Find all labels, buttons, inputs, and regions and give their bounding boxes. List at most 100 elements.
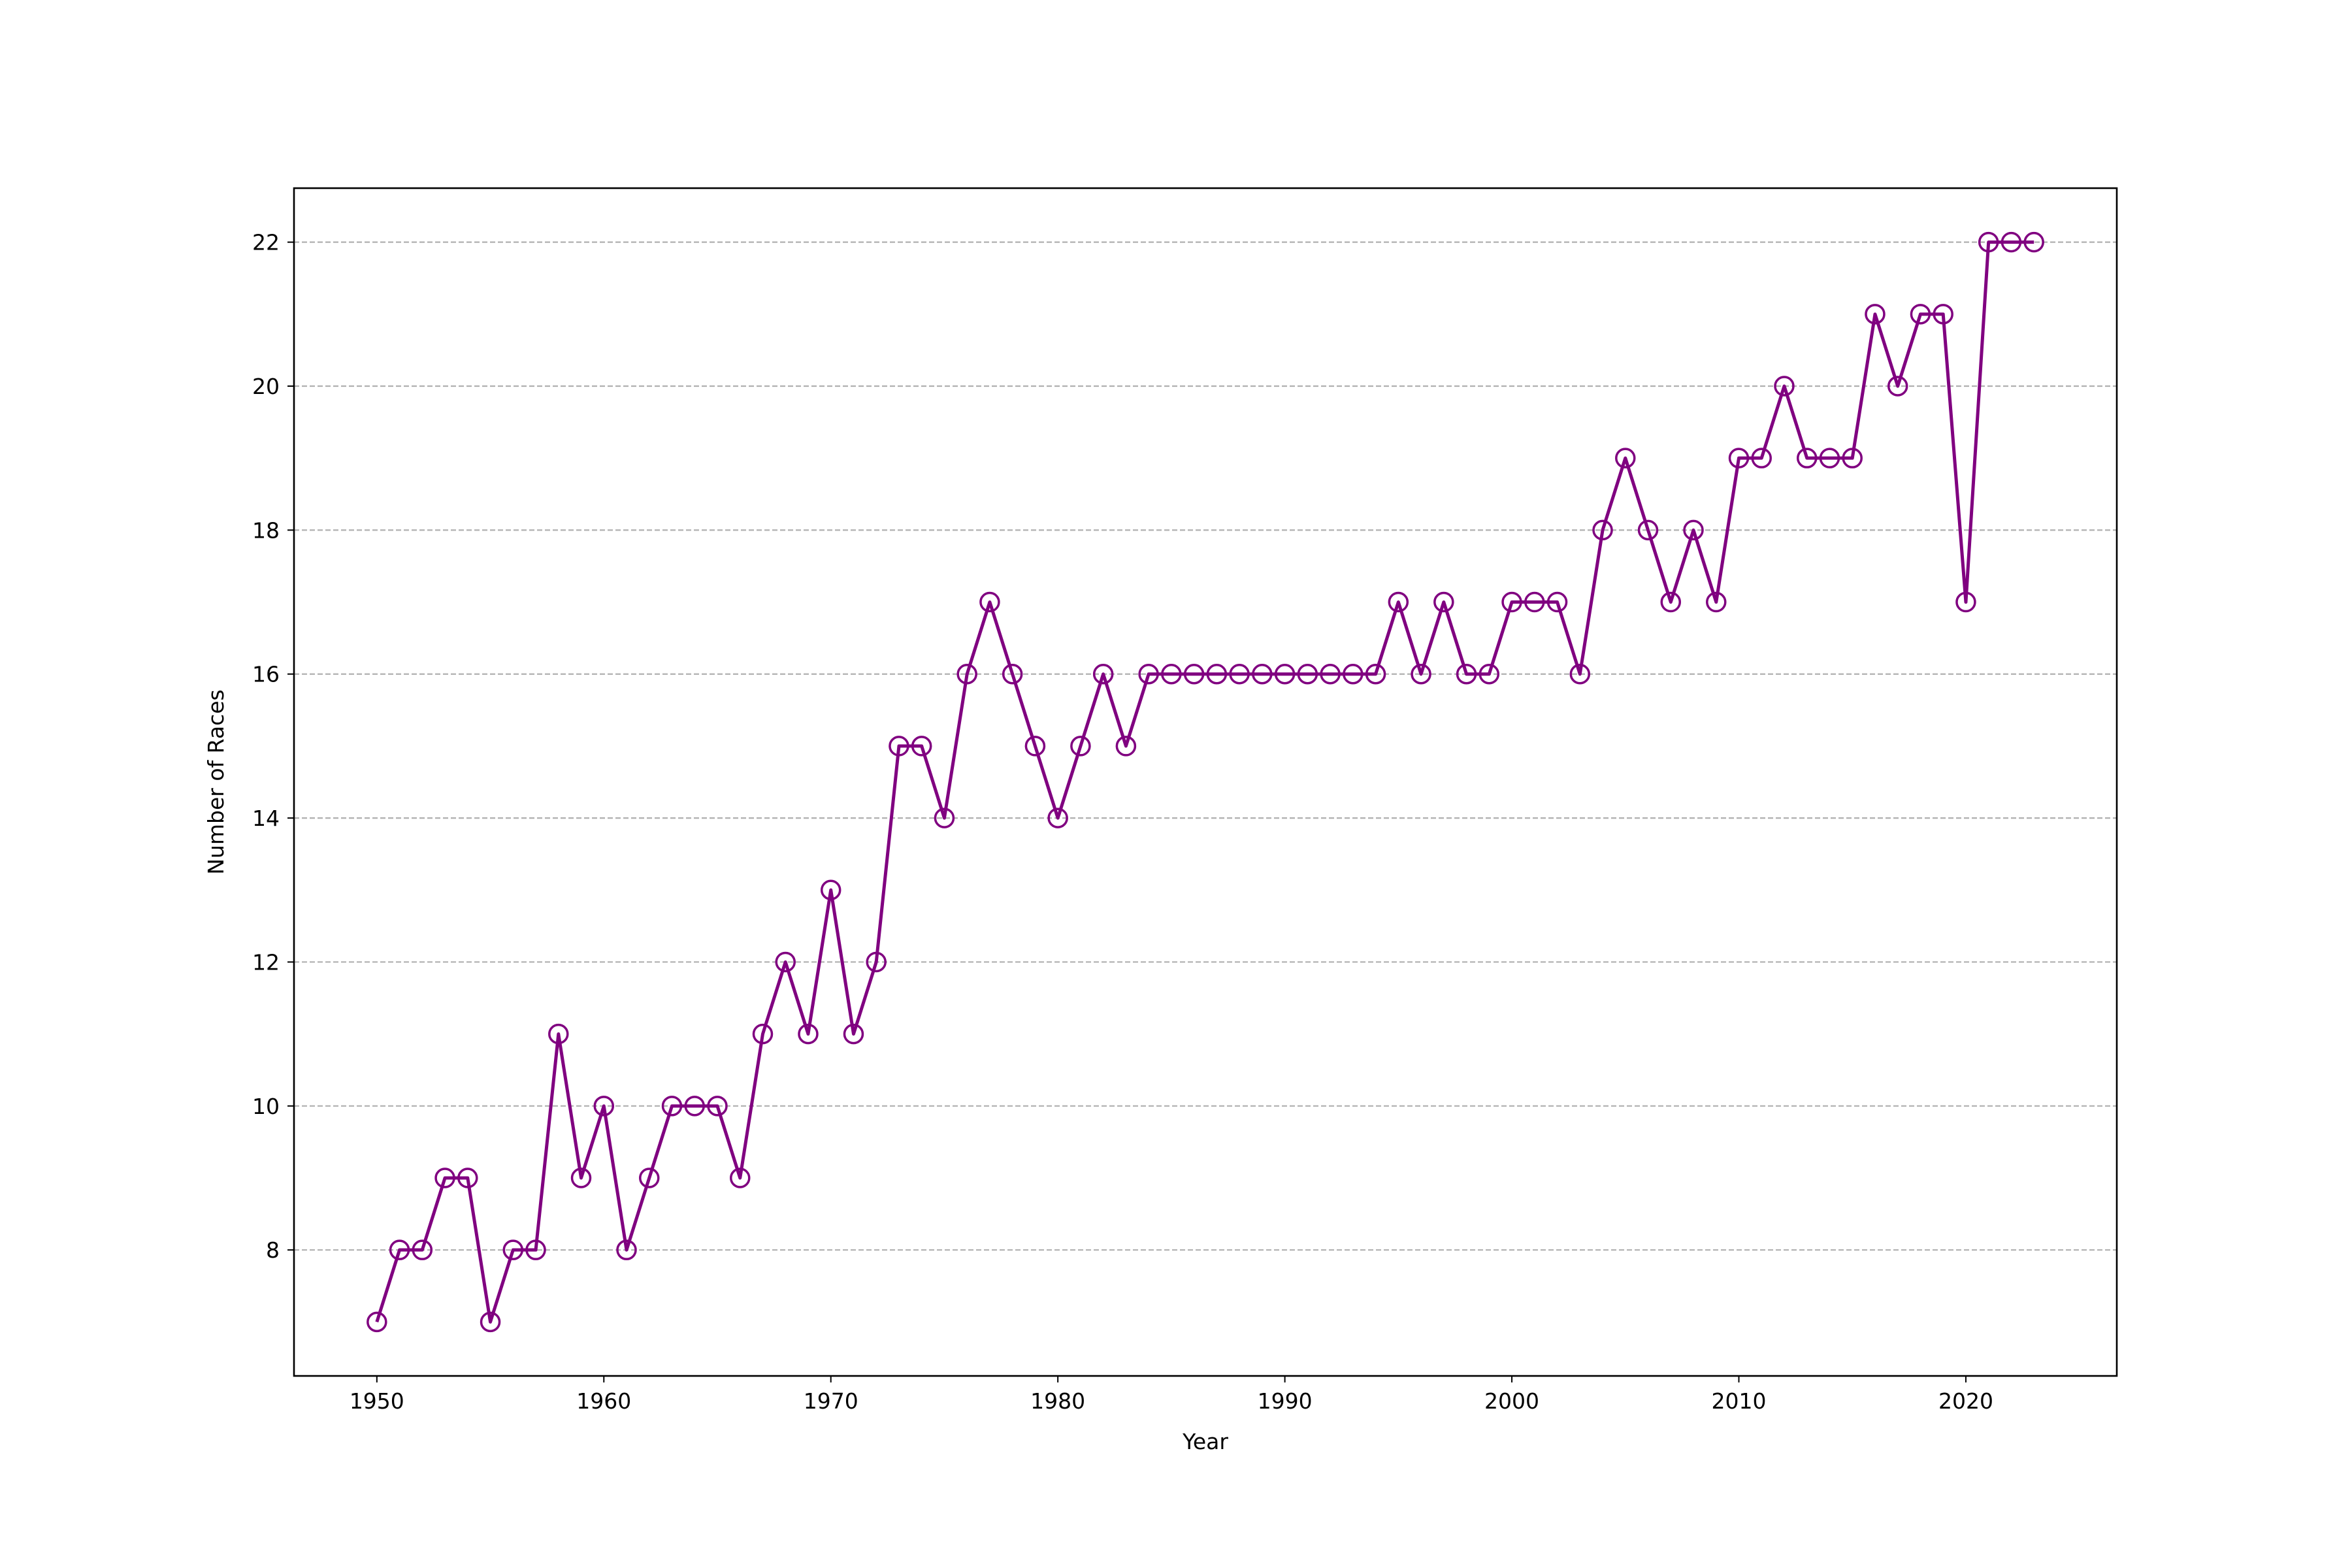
y-tick-label: 14 <box>252 806 280 831</box>
data-point-marker <box>956 663 977 685</box>
data-point-marker <box>1047 808 1068 828</box>
data-point-marker <box>1569 663 1591 685</box>
data-point-marker <box>1615 448 1636 468</box>
data-point-marker <box>1501 591 1522 613</box>
data-point-marker <box>1933 304 1953 325</box>
data-point-marker <box>1115 736 1137 757</box>
y-tick-label: 10 <box>252 1094 280 1119</box>
x-tick-label: 2010 <box>1712 1388 1767 1414</box>
data-point-marker <box>1660 591 1682 613</box>
plot-area-frame <box>293 187 2118 1377</box>
data-point-marker <box>1796 448 1818 468</box>
data-point-marker <box>1183 663 1205 685</box>
data-point-marker <box>1865 304 1886 325</box>
data-point-marker <box>1683 519 1704 541</box>
data-point-marker <box>661 1096 683 1117</box>
data-point-marker <box>1161 663 1182 685</box>
data-point-marker <box>616 1239 637 1260</box>
data-point-marker <box>707 1096 728 1117</box>
data-point-marker <box>1092 663 1114 685</box>
data-point-marker <box>1842 448 1863 468</box>
data-point-marker <box>1706 591 1727 613</box>
data-point-marker <box>1252 663 1273 685</box>
data-point-marker <box>752 1023 774 1045</box>
data-point-marker <box>1910 304 1931 325</box>
data-point-marker <box>457 1168 478 1188</box>
data-point-marker <box>911 736 932 757</box>
data-point-marker <box>1478 663 1500 685</box>
data-point-marker <box>502 1239 524 1260</box>
data-point-marker <box>1433 591 1454 613</box>
x-tick-label: 1960 <box>576 1388 631 1414</box>
data-marker-layer <box>367 231 2044 1333</box>
data-point-marker <box>729 1168 751 1188</box>
data-point-marker <box>1365 663 1386 685</box>
data-point-marker <box>1070 736 1091 757</box>
x-axis-ticks: 1950 1960 1970 1980 1990 2000 2010 2020 <box>350 1376 1993 1414</box>
data-point-marker <box>593 1096 615 1117</box>
data-point-marker <box>548 1023 569 1045</box>
data-point-marker <box>979 591 1000 613</box>
data-point-marker <box>1274 663 1296 685</box>
data-point-marker <box>1411 663 1431 685</box>
data-point-marker <box>684 1096 705 1117</box>
data-point-marker <box>1138 663 1159 685</box>
data-point-marker <box>934 808 955 828</box>
data-point-marker <box>2023 231 2044 253</box>
data-point-marker <box>1297 663 1318 685</box>
data-point-marker <box>1524 591 1545 613</box>
x-tick-label: 2000 <box>1484 1388 1539 1414</box>
data-point-marker <box>843 1023 864 1045</box>
y-axis-ticks: 8 10 12 14 16 18 20 22 <box>252 230 294 1263</box>
data-point-marker <box>2001 231 2022 253</box>
data-point-marker <box>1751 448 1772 468</box>
data-point-marker <box>1774 376 1795 397</box>
data-point-marker <box>1343 663 1364 685</box>
y-tick-label: 22 <box>252 230 280 255</box>
data-point-marker <box>866 951 887 973</box>
x-tick-label: 1970 <box>804 1388 858 1414</box>
y-tick-label: 8 <box>266 1237 280 1263</box>
data-line-layer <box>375 240 2034 1324</box>
data-point-marker <box>434 1168 455 1188</box>
data-point-marker <box>1887 376 1908 397</box>
data-point-marker <box>889 736 909 757</box>
data-point-marker <box>820 879 841 901</box>
data-point-marker <box>1320 663 1341 685</box>
y-tick-label: 16 <box>252 662 280 687</box>
data-point-marker <box>1978 231 1999 253</box>
data-point-marker <box>1388 591 1409 613</box>
data-point-marker <box>798 1023 819 1045</box>
data-point-marker <box>412 1239 433 1260</box>
x-tick-label: 1980 <box>1030 1388 1085 1414</box>
x-tick-label: 2020 <box>1938 1388 1993 1414</box>
data-point-marker <box>1546 591 1568 613</box>
y-tick-label: 12 <box>252 949 280 975</box>
y-tick-label: 20 <box>252 374 280 399</box>
y-axis-label: Number of Races <box>203 689 229 874</box>
data-point-marker <box>1637 519 1659 541</box>
x-tick-label: 1950 <box>350 1388 404 1414</box>
data-point-marker <box>389 1239 410 1260</box>
data-point-marker <box>1206 663 1228 685</box>
data-point-marker <box>525 1239 546 1260</box>
data-point-marker <box>639 1168 660 1188</box>
x-tick-label: 1990 <box>1258 1388 1313 1414</box>
data-point-marker <box>1456 663 1477 685</box>
data-point-marker <box>775 951 796 973</box>
data-point-marker <box>367 1311 387 1333</box>
series-line <box>375 240 2034 1324</box>
x-axis-label: Year <box>1182 1429 1228 1454</box>
y-tick-label: 18 <box>252 517 280 543</box>
data-point-marker <box>1002 663 1023 685</box>
data-point-marker <box>570 1168 592 1188</box>
data-point-marker <box>480 1311 501 1333</box>
data-point-marker <box>1592 519 1613 541</box>
data-point-marker <box>1728 448 1750 468</box>
data-point-marker <box>1024 736 1046 757</box>
data-point-marker <box>1229 663 1250 685</box>
data-point-marker <box>1819 448 1840 468</box>
data-point-marker <box>1955 591 1976 613</box>
